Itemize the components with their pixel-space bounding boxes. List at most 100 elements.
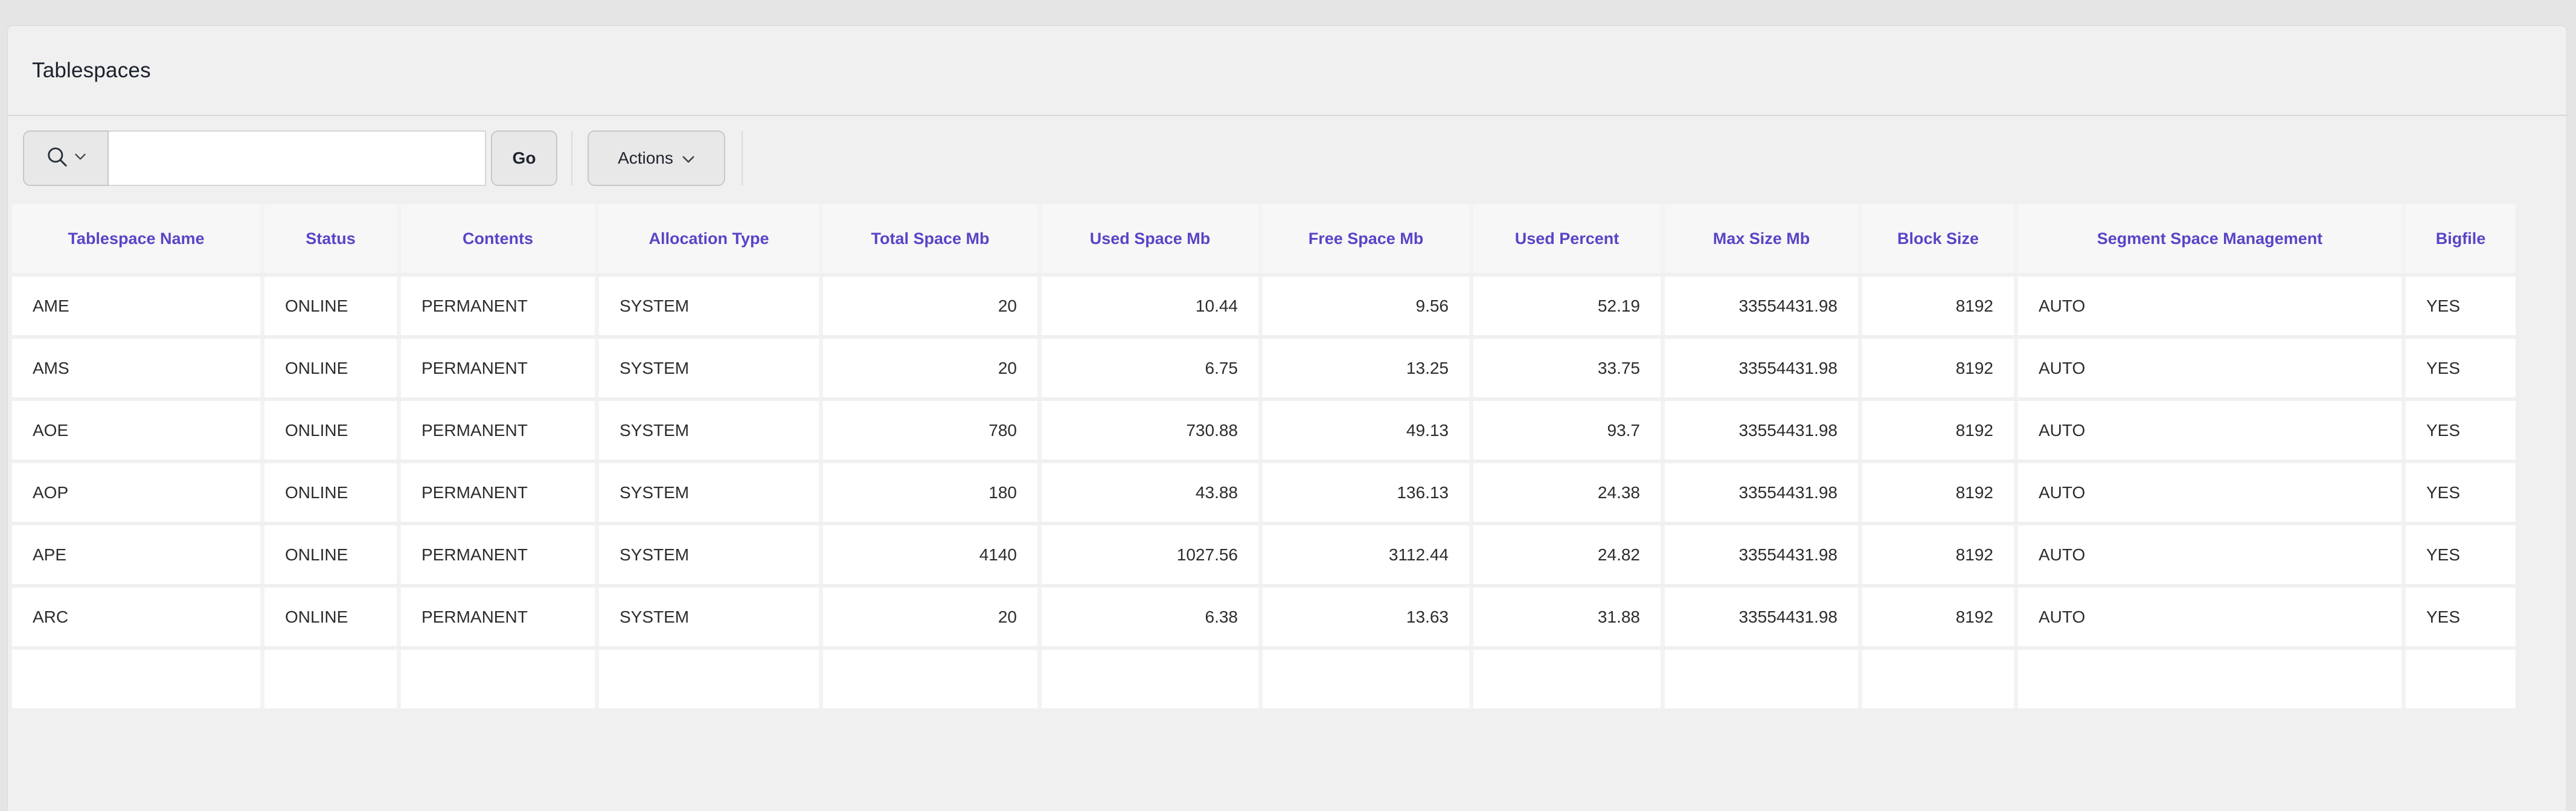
table-cell: PERMANENT [401, 525, 599, 584]
table-cell [2406, 650, 2516, 708]
table-cell [12, 650, 264, 708]
table-cell: ONLINE [264, 277, 401, 335]
table-cell: YES [2406, 401, 2516, 460]
table-cell: ONLINE [264, 525, 401, 584]
actions-button-label: Actions [618, 149, 673, 167]
table-cell: 24.38 [1473, 463, 1665, 522]
interactive-report-table-area: Tablespace Name Status Contents Allocation … [12, 200, 2566, 712]
toolbar-separator [742, 131, 743, 185]
table-row: AOE ONLINE PERMANENT SYSTEM 780 730.88 49.13 93… [12, 401, 2516, 460]
column-header-block-size[interactable]: Block Size [1862, 204, 2018, 273]
table-cell: 31.88 [1473, 588, 1665, 646]
table-cell [401, 650, 599, 708]
table-cell: 49.13 [1263, 401, 1473, 460]
table-cell: 33554431.98 [1665, 463, 1862, 522]
magnifier-icon [46, 146, 69, 171]
table-cell [1042, 650, 1263, 708]
tablespaces-page: { "page": { "title": "Tablespaces" }, "t… [8, 26, 2566, 811]
column-header-used-percent[interactable]: Used Percent [1473, 204, 1665, 273]
table-cell: 20 [823, 277, 1042, 335]
table-cell: 180 [823, 463, 1042, 522]
table-cell: AUTO [2018, 588, 2406, 646]
table-cell: ARC [12, 588, 264, 646]
column-header-contents[interactable]: Contents [401, 204, 599, 273]
column-header-bigfile[interactable]: Bigfile [2406, 204, 2516, 273]
table-cell: AOP [12, 463, 264, 522]
table-cell: 20 [823, 588, 1042, 646]
table-cell [1665, 650, 1862, 708]
table-cell: AUTO [2018, 463, 2406, 522]
table-cell: AUTO [2018, 277, 2406, 335]
header-divider [8, 115, 2566, 116]
table-cell: YES [2406, 525, 2516, 584]
table-cell: AUTO [2018, 525, 2406, 584]
table-cell: 8192 [1862, 401, 2018, 460]
region-header: Tablespaces [8, 26, 2566, 115]
table-cell: 8192 [1862, 463, 2018, 522]
table-cell: 43.88 [1042, 463, 1263, 522]
table-cell [264, 650, 401, 708]
table-cell: SYSTEM [599, 588, 823, 646]
table-row-partial [12, 650, 2516, 708]
column-header-segment-space-management[interactable]: Segment Space Management [2018, 204, 2406, 273]
go-button[interactable]: Go [491, 130, 557, 186]
table-cell: 6.38 [1042, 588, 1263, 646]
table-cell: AMS [12, 339, 264, 397]
table-cell: 4140 [823, 525, 1042, 584]
actions-menu-button[interactable]: Actions [588, 130, 725, 186]
tablespaces-panel: Tablespaces Go Actions [8, 26, 2566, 811]
chevron-down-icon [682, 149, 695, 168]
table-cell: 6.75 [1042, 339, 1263, 397]
table-cell: 33554431.98 [1665, 588, 1862, 646]
table-cell: AUTO [2018, 401, 2406, 460]
table-cell: 8192 [1862, 525, 2018, 584]
table-cell: 33554431.98 [1665, 277, 1862, 335]
table-cell: PERMANENT [401, 588, 599, 646]
search-input[interactable] [109, 130, 486, 186]
column-header-tablespace-name[interactable]: Tablespace Name [12, 204, 264, 273]
table-cell: 20 [823, 339, 1042, 397]
table-cell: AUTO [2018, 339, 2406, 397]
table-header-row: Tablespace Name Status Contents Allocation … [12, 204, 2516, 273]
table-cell [1263, 650, 1473, 708]
table-cell [1473, 650, 1665, 708]
chevron-down-icon [74, 153, 86, 164]
table-row: ARC ONLINE PERMANENT SYSTEM 20 6.38 13.63 31.88… [12, 588, 2516, 646]
table-cell: 9.56 [1263, 277, 1473, 335]
table-cell: SYSTEM [599, 339, 823, 397]
table-cell: PERMANENT [401, 277, 599, 335]
page-title: Tablespaces [32, 58, 151, 82]
table-cell: SYSTEM [599, 463, 823, 522]
table-cell: AOE [12, 401, 264, 460]
table-cell: 10.44 [1042, 277, 1263, 335]
table-cell: 8192 [1862, 339, 2018, 397]
table-cell: AME [12, 277, 264, 335]
table-cell: ONLINE [264, 463, 401, 522]
table-cell: YES [2406, 277, 2516, 335]
table-row: AOP ONLINE PERMANENT SYSTEM 180 43.88 136.13 24… [12, 463, 2516, 522]
table-cell: ONLINE [264, 588, 401, 646]
search-options-button[interactable] [23, 130, 109, 186]
table-cell [823, 650, 1042, 708]
column-header-total-space-mb[interactable]: Total Space Mb [823, 204, 1042, 273]
table-cell: SYSTEM [599, 525, 823, 584]
column-header-used-space-mb[interactable]: Used Space Mb [1042, 204, 1263, 273]
table-cell: YES [2406, 463, 2516, 522]
column-header-allocation-type[interactable]: Allocation Type [599, 204, 823, 273]
tablespaces-table: Tablespace Name Status Contents Allocation … [12, 200, 2516, 712]
table-cell: 24.82 [1473, 525, 1665, 584]
table-cell: 33554431.98 [1665, 525, 1862, 584]
table-cell [2018, 650, 2406, 708]
table-cell: PERMANENT [401, 463, 599, 522]
column-header-max-size-mb[interactable]: Max Size Mb [1665, 204, 1862, 273]
table-cell: 136.13 [1263, 463, 1473, 522]
table-cell: PERMANENT [401, 339, 599, 397]
table-cell: APE [12, 525, 264, 584]
column-header-free-space-mb[interactable]: Free Space Mb [1263, 204, 1473, 273]
table-cell: 52.19 [1473, 277, 1665, 335]
table-cell: 730.88 [1042, 401, 1263, 460]
table-row: APE ONLINE PERMANENT SYSTEM 4140 1027.56 3112.… [12, 525, 2516, 584]
table-cell: 1027.56 [1042, 525, 1263, 584]
column-header-status[interactable]: Status [264, 204, 401, 273]
table-cell: 13.25 [1263, 339, 1473, 397]
